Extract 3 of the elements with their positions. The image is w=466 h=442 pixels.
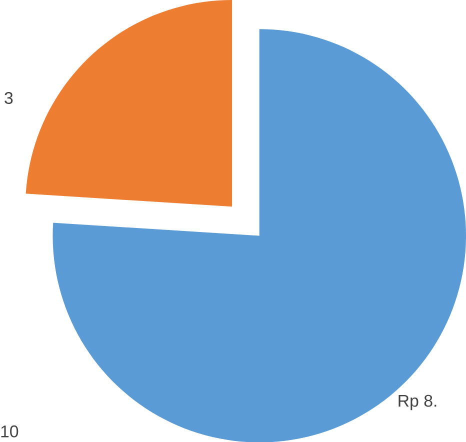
text: 3: [4, 92, 13, 104]
text: Rp 8.: [398, 394, 436, 410]
text: 10: [1, 425, 18, 438]
